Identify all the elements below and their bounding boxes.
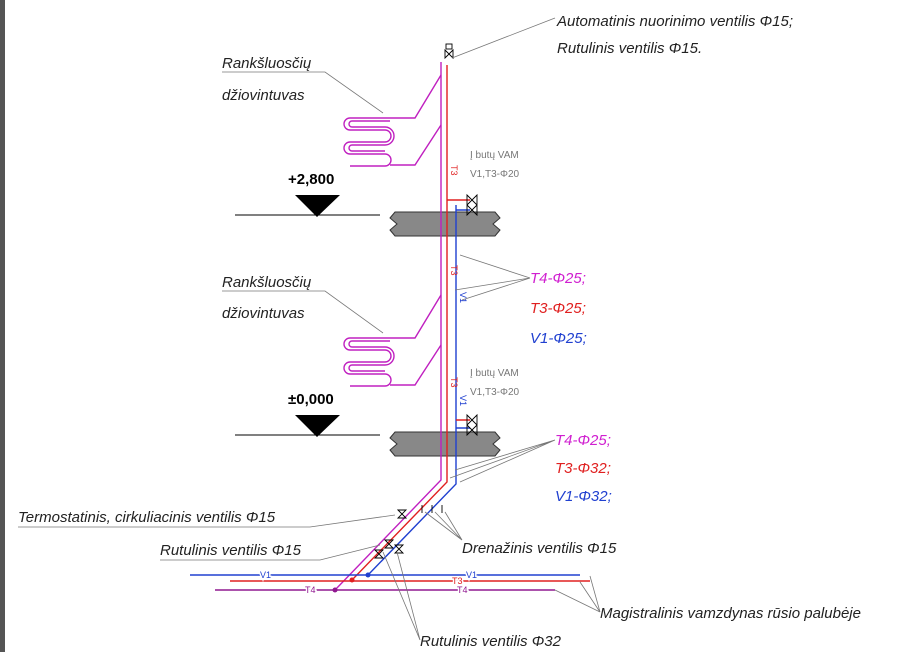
pipe-label: V1 bbox=[260, 570, 271, 580]
level-mark bbox=[295, 415, 340, 437]
level-mark bbox=[295, 195, 340, 217]
callout: Rutulinis ventilis Φ15. bbox=[557, 40, 702, 57]
note: Į butų VAM bbox=[470, 368, 519, 379]
pipe-label: T3 bbox=[449, 165, 459, 176]
leader-lines bbox=[18, 17, 601, 641]
pipe-spec: T3-Φ25; bbox=[530, 300, 586, 317]
callout: Rankšluosčių bbox=[222, 55, 312, 72]
pipe-label: T3 bbox=[449, 377, 459, 388]
callout: Drenažinis ventilis Φ15 bbox=[462, 540, 617, 557]
callout: Rutulinis ventilis Φ15 bbox=[160, 542, 302, 559]
callout: džiovintuvas bbox=[222, 87, 305, 104]
callout: Rankšluosčių bbox=[222, 274, 312, 291]
pipe-label: T3 bbox=[449, 265, 459, 276]
pipe-label: V1 bbox=[458, 292, 468, 303]
valves bbox=[373, 43, 478, 559]
pipe-label: V1 bbox=[458, 395, 468, 406]
pipe-spec: V1-Φ25; bbox=[530, 330, 587, 347]
pipe-spec: T4-Φ25; bbox=[530, 270, 586, 287]
pipe-spec: T3-Φ32; bbox=[555, 460, 611, 477]
note: V1,T3-Φ20 bbox=[470, 169, 520, 180]
note: V1,T3-Φ20 bbox=[470, 387, 520, 398]
callout: Automatinis nuorinimo ventilis Φ15; bbox=[556, 13, 793, 30]
callout: Rutulinis ventilis Φ32 bbox=[420, 633, 562, 650]
level-label: +2,800 bbox=[288, 171, 334, 188]
callout: Magistralinis vamzdynas rūsio palubėje bbox=[600, 605, 861, 622]
note: Į butų VAM bbox=[470, 150, 519, 161]
callout: džiovintuvas bbox=[222, 305, 305, 322]
pipe-spec: T4-Φ25; bbox=[555, 432, 611, 449]
level-label: ±0,000 bbox=[288, 391, 334, 408]
floor-slabs bbox=[235, 211, 501, 457]
pipe-label: T4 bbox=[305, 585, 316, 595]
pipe-label: T3 bbox=[452, 576, 463, 586]
callout: Termostatinis, cirkuliacinis ventilis Φ1… bbox=[18, 509, 276, 526]
pipe-spec: V1-Φ32; bbox=[555, 488, 612, 505]
pipe-label: V1 bbox=[466, 570, 477, 580]
left-border bbox=[0, 0, 5, 652]
towel-dryer bbox=[343, 74, 442, 387]
pipe-label: T4 bbox=[457, 585, 468, 595]
